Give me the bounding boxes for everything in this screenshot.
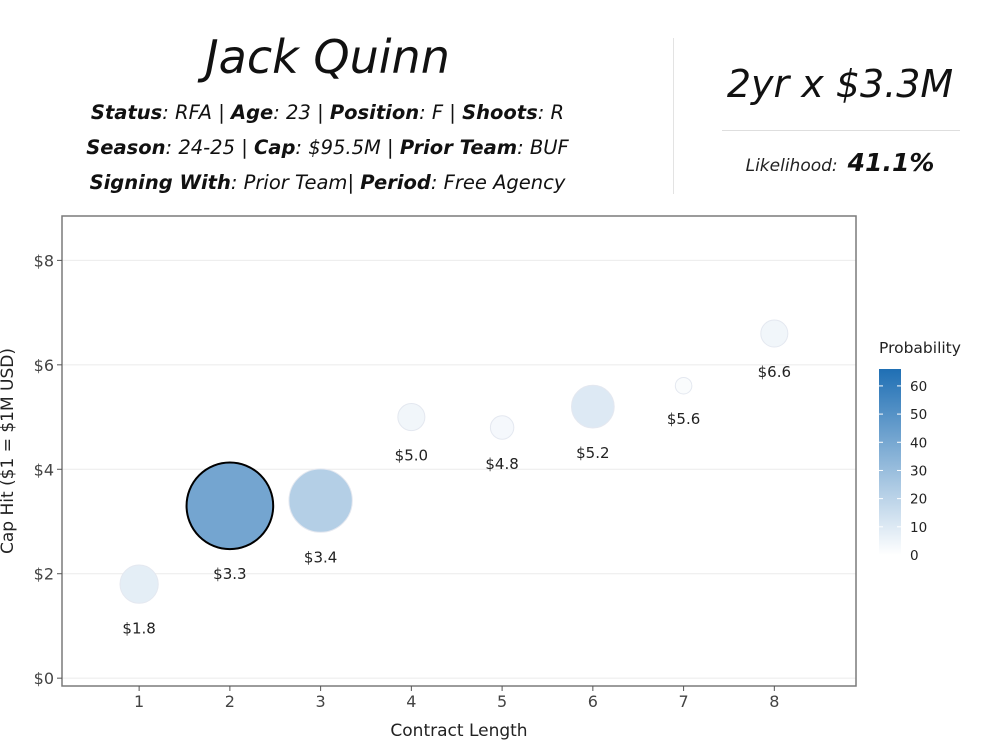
point-value-label: $5.0	[395, 447, 428, 465]
data-point	[674, 376, 693, 395]
likelihood-value: 41.1%	[847, 148, 935, 177]
x-tick-label: 2	[225, 692, 235, 711]
x-tick-label: 7	[678, 692, 688, 711]
position-label: Position	[329, 101, 420, 124]
data-point	[288, 468, 353, 533]
age-label: Age	[230, 101, 274, 124]
y-axis-title: Cap Hit ($1 = $1M USD)	[0, 348, 18, 554]
legend-tick-label: 20	[910, 492, 927, 508]
data-point	[397, 403, 426, 432]
point-value-label: $1.8	[122, 619, 155, 637]
data-point	[185, 461, 275, 551]
legend-tick-label: 60	[910, 379, 927, 395]
season-value: 24-25	[178, 136, 235, 159]
x-axis-title: Contract Length	[390, 721, 527, 741]
y-tick-label: $6	[34, 356, 54, 375]
data-point	[570, 384, 615, 429]
legend-colorbar	[879, 369, 901, 555]
player-name: Jack Quinn	[205, 30, 450, 84]
position-value: F	[431, 101, 444, 124]
legend-tick-label: 40	[910, 435, 927, 451]
header-divider-vertical	[673, 38, 674, 194]
likelihood-row: Likelihood: 41.1%	[700, 148, 980, 177]
point-value-label: $3.3	[213, 565, 246, 583]
shoots-label: Shoots	[462, 101, 538, 124]
y-tick-label: $2	[34, 565, 54, 584]
data-point	[119, 564, 159, 604]
point-value-label: $6.6	[758, 363, 791, 381]
legend-title: Probability	[879, 339, 961, 357]
plot-panel-border	[61, 215, 857, 687]
legend-tick-label: 0	[910, 548, 919, 564]
likelihood-label: Likelihood:	[745, 156, 838, 176]
signing-with-value: Prior Team	[243, 171, 348, 194]
x-tick-label: 1	[134, 692, 144, 711]
probability-legend: Probability 0 10 20 30 40 50 60	[879, 339, 961, 564]
legend-tick-label: 10	[910, 520, 927, 536]
info-line-2: Season: 24-25 | Cap: $95.5M | Prior Team…	[86, 136, 569, 159]
point-value-label: $3.4	[304, 548, 337, 566]
status-label: Status	[90, 101, 163, 124]
period-value: Free Agency	[443, 171, 566, 194]
point-value-label: $4.8	[485, 455, 518, 473]
age-value: 23	[286, 101, 311, 124]
prior-team-label: Prior Team	[399, 136, 518, 159]
point-value-label: $5.2	[576, 444, 609, 462]
cap-value: $95.5M	[308, 136, 381, 159]
x-tick-label: 4	[406, 692, 416, 711]
y-tick-label: $8	[34, 251, 54, 270]
player-header: Jack Quinn Status: RFA | Age: 23 | Posit…	[0, 0, 1000, 205]
x-tick-label: 3	[316, 692, 326, 711]
x-tick-label: 5	[497, 692, 507, 711]
shoots-value: R	[550, 101, 565, 124]
point-value-label: $5.6	[667, 410, 700, 428]
signing-with-label: Signing With	[89, 171, 231, 194]
period-label: Period	[360, 171, 431, 194]
legend-tick-label: 30	[910, 463, 927, 479]
y-tick-label: $0	[34, 669, 54, 688]
header-divider-horizontal	[722, 130, 960, 131]
predicted-contract: 2yr x $3.3M	[726, 62, 954, 106]
data-point	[760, 319, 789, 348]
x-tick-label: 6	[588, 692, 598, 711]
status-value: RFA	[175, 101, 213, 124]
data-point	[489, 415, 515, 440]
y-tick-label: $4	[34, 460, 54, 479]
info-line-3: Signing With: Prior Team| Period: Free A…	[89, 171, 566, 194]
legend-tick-label: 50	[910, 407, 927, 423]
cap-label: Cap	[253, 136, 296, 159]
info-line-1: Status: RFA | Age: 23 | Position: F | Sh…	[90, 101, 565, 124]
prior-team-value: BUF	[529, 136, 569, 159]
x-tick-label: 8	[769, 692, 779, 711]
season-label: Season	[86, 136, 166, 159]
